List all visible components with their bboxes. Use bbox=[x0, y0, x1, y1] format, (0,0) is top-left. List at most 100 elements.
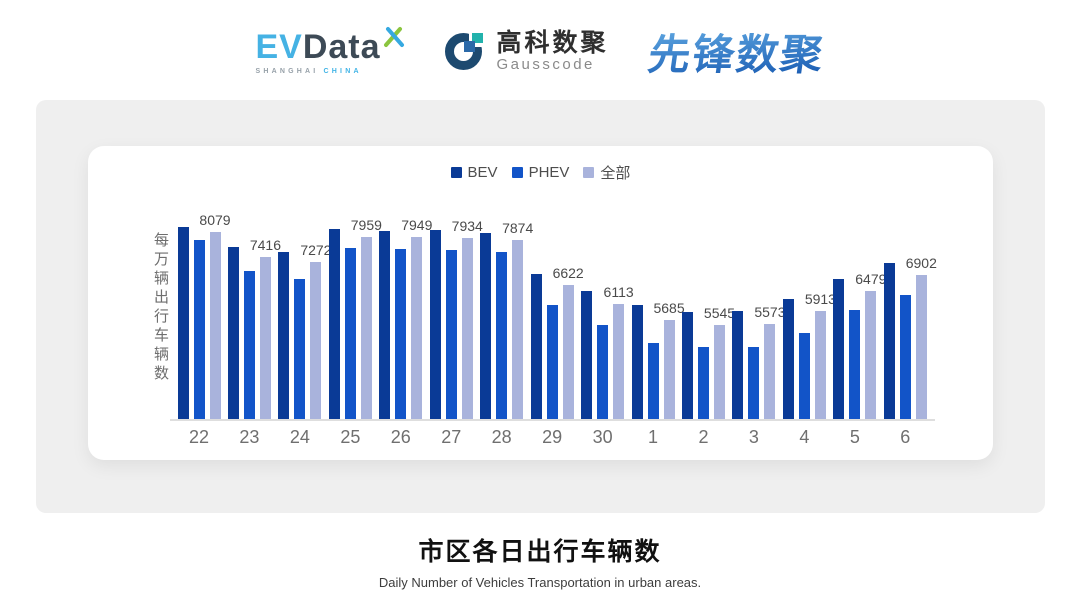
bar-PHEV-2 bbox=[698, 347, 709, 419]
value-label-29: 6622 bbox=[552, 265, 584, 281]
bar-全部-29 bbox=[562, 285, 574, 419]
value-label-28: 7874 bbox=[502, 220, 534, 236]
footer: 市区各日出行车辆数 Daily Number of Vehicles Trans… bbox=[0, 532, 1080, 590]
x-tick-25: 25 bbox=[340, 427, 361, 447]
chart-legend: BEV PHEV 全部 bbox=[88, 162, 993, 183]
bar-全部-6 bbox=[915, 275, 927, 419]
x-tick-26: 26 bbox=[390, 427, 411, 447]
bar-BEV-27 bbox=[429, 230, 441, 419]
bar-BEV-5 bbox=[833, 279, 845, 419]
bar-PHEV-5 bbox=[849, 310, 861, 419]
gausscode-logo-icon bbox=[444, 30, 488, 72]
bar-BEV-6 bbox=[883, 263, 895, 419]
value-label-26: 7949 bbox=[401, 217, 433, 233]
bar-BEV-25 bbox=[328, 229, 340, 419]
legend-label-phev: PHEV bbox=[528, 164, 570, 181]
gausscode-cn-text: 高科数聚 bbox=[496, 28, 609, 57]
evdata-logo: EV Data SHANGHAI CHINA bbox=[255, 26, 404, 75]
bar-PHEV-3 bbox=[748, 347, 760, 419]
bar-PHEV-25 bbox=[344, 248, 356, 419]
legend-item-phev: PHEV bbox=[511, 164, 570, 181]
bar-BEV-3 bbox=[732, 311, 744, 419]
bar-全部-5 bbox=[865, 291, 877, 419]
bar-全部-3 bbox=[764, 324, 776, 419]
legend-marker-bev bbox=[450, 167, 462, 178]
x-tick-3: 3 bbox=[748, 427, 759, 447]
bar-BEV-26 bbox=[379, 231, 391, 419]
bar-BEV-1 bbox=[631, 305, 643, 419]
gausscode-logo: 高科数聚 Gausscode bbox=[444, 28, 609, 73]
xianfeng-logo: 先锋数聚 bbox=[644, 21, 829, 82]
plot-area: 22 8079 23 7416 24 7272 25 7959 26 7949 27 7934 28 78… bbox=[88, 146, 993, 460]
bar-全部-25 bbox=[360, 237, 372, 419]
legend-marker-phev bbox=[511, 167, 523, 178]
value-label-30: 6113 bbox=[603, 284, 634, 300]
bar-全部-26 bbox=[411, 237, 423, 419]
x-tick-27: 27 bbox=[441, 427, 462, 447]
legend-item-bev: BEV bbox=[450, 164, 498, 181]
bar-BEV-30 bbox=[581, 291, 593, 419]
bar-全部-23 bbox=[259, 257, 271, 419]
value-label-22: 8079 bbox=[199, 212, 231, 228]
value-label-24: 7272 bbox=[300, 242, 332, 258]
bar-全部-28 bbox=[512, 240, 524, 419]
x-tick-5: 5 bbox=[849, 427, 860, 447]
value-label-3: 5573 bbox=[754, 304, 786, 320]
value-label-5: 6479 bbox=[855, 271, 887, 287]
bar-PHEV-26 bbox=[395, 249, 407, 419]
legend-label-bev: BEV bbox=[467, 164, 498, 181]
chart-panel: BEV PHEV 全部 每万辆出行车辆数 22 8079 23 7416 24 7272 2… bbox=[36, 100, 1045, 513]
bar-BEV-23 bbox=[227, 247, 239, 419]
bar-PHEV-30 bbox=[597, 325, 609, 419]
y-axis-label: 每万辆出行车辆数 bbox=[152, 232, 169, 384]
bar-PHEV-24 bbox=[294, 279, 306, 419]
header-logos: EV Data SHANGHAI CHINA 高科数聚 Gau bbox=[0, 16, 1080, 86]
x-tick-6: 6 bbox=[900, 427, 911, 447]
bar-BEV-2 bbox=[682, 312, 693, 419]
bar-BEV-28 bbox=[480, 233, 492, 419]
value-label-23: 7416 bbox=[249, 237, 282, 253]
bar-全部-1 bbox=[663, 320, 675, 419]
x-tick-22: 22 bbox=[188, 427, 210, 447]
value-label-27: 7934 bbox=[451, 218, 483, 234]
bar-全部-2 bbox=[714, 325, 725, 419]
x-tick-2: 2 bbox=[698, 427, 709, 447]
value-label-1: 5685 bbox=[653, 300, 685, 316]
x-axis-line bbox=[170, 419, 935, 421]
bar-BEV-22 bbox=[177, 227, 189, 419]
value-label-6: 6902 bbox=[905, 255, 937, 271]
bar-PHEV-4 bbox=[798, 333, 810, 419]
bar-PHEV-6 bbox=[899, 295, 911, 419]
page-title: 市区各日出行车辆数 bbox=[418, 538, 662, 566]
value-label-4: 5913 bbox=[804, 291, 836, 307]
x-tick-4: 4 bbox=[799, 427, 810, 447]
x-tick-24: 24 bbox=[289, 427, 310, 447]
bar-PHEV-23 bbox=[243, 271, 255, 419]
chart-card: BEV PHEV 全部 每万辆出行车辆数 22 8079 23 7416 24 7272 2… bbox=[88, 146, 993, 460]
evdata-data-text: Data bbox=[302, 27, 381, 66]
value-label-2: 5545 bbox=[703, 305, 736, 321]
evdata-subtitle: SHANGHAI CHINA bbox=[255, 68, 404, 75]
legend-marker-all bbox=[583, 167, 595, 178]
x-tick-28: 28 bbox=[491, 427, 512, 447]
x-tick-23: 23 bbox=[239, 427, 260, 447]
legend-item-all: 全部 bbox=[583, 162, 630, 183]
x-tick-30: 30 bbox=[592, 427, 613, 447]
bar-BEV-29 bbox=[530, 274, 542, 419]
bar-PHEV-29 bbox=[546, 305, 558, 419]
bar-PHEV-22 bbox=[193, 240, 205, 419]
page-subtitle: Daily Number of Vehicles Transportation … bbox=[378, 575, 702, 590]
bar-BEV-24 bbox=[278, 252, 290, 419]
x-tick-29: 29 bbox=[542, 427, 563, 447]
bar-PHEV-27 bbox=[445, 250, 457, 419]
bar-全部-30 bbox=[613, 304, 625, 419]
bar-全部-4 bbox=[814, 311, 826, 419]
evdata-x-icon bbox=[383, 26, 404, 47]
gausscode-en-text: Gausscode bbox=[496, 55, 595, 73]
legend-label-all: 全部 bbox=[600, 165, 631, 182]
bar-PHEV-1 bbox=[647, 343, 659, 419]
x-tick-1: 1 bbox=[648, 427, 659, 447]
bar-全部-27 bbox=[461, 238, 473, 419]
bar-全部-22 bbox=[209, 232, 221, 419]
